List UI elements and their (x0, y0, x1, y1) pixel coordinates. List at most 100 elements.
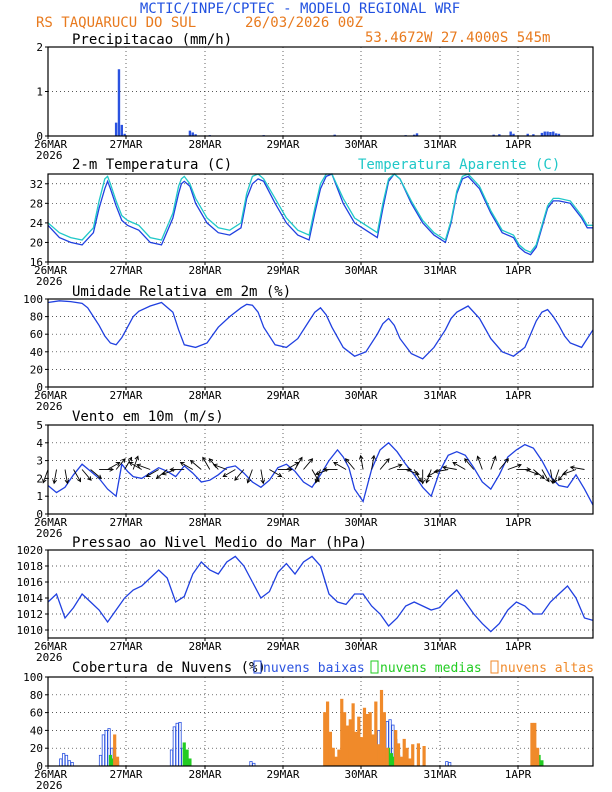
cloud-low-bar (67, 760, 71, 767)
precip-xtick-label: 27MAR (109, 138, 142, 151)
rh-xtick-label: 27MAR (109, 389, 142, 402)
wind-arrow (549, 469, 554, 484)
cloud-high-bar (411, 744, 415, 767)
wind-xtick-label: 26MAR (34, 516, 67, 529)
wind-arrow-head (169, 467, 175, 472)
clouds-title: Cobertura de Nuvens (%) (72, 660, 266, 676)
clouds-xtick-label: 31MAR (423, 768, 456, 781)
rh-series-line (47, 300, 594, 360)
wind-arrow-head (426, 472, 432, 477)
pressure-xtick-label: 28MAR (188, 640, 221, 653)
rh-xtick-label: 26MAR (34, 389, 67, 402)
clouds-xtick-label: 1APR (505, 768, 532, 781)
cloud-high-bar (416, 743, 421, 767)
cloud-high-bar (365, 713, 369, 767)
temp-xtick-label: 30MAR (344, 264, 377, 277)
wind-arrow (553, 469, 560, 483)
pressure-title: Pressao ao Nivel Medio do Mar (hPa) (72, 535, 367, 551)
legend-high-label: nuvens altas (500, 661, 594, 676)
cloud-high-bar (530, 722, 534, 767)
wind-arrow-head (179, 462, 185, 467)
rh-frame (47, 298, 594, 388)
cloud-high-bar (533, 722, 537, 767)
wind-arrow-head (234, 476, 239, 481)
wind-arrow (371, 455, 375, 470)
wind-ytick-label: 1 (36, 490, 43, 503)
temp-title: 2-m Temperatura (C) (72, 157, 232, 173)
cloud-high-bar (385, 747, 389, 767)
clouds-xtick-label: 29MAR (266, 768, 299, 781)
cloud-high-bar (113, 734, 117, 767)
legend-low-box (253, 660, 262, 674)
wind-arrow (222, 469, 236, 477)
precip-bar (188, 130, 192, 136)
cloud-high-bar (345, 725, 350, 767)
cloud-high-bar (325, 701, 330, 767)
clouds-xtick-label: 27MAR (109, 768, 142, 781)
clouds-year-label: 2026 (36, 779, 63, 792)
wind-arrow-head (358, 454, 364, 460)
wind-arrow-head (492, 455, 497, 461)
rh-title: Umidade Relativa em 2m (%) (72, 284, 291, 300)
precip-xtick-label: 26MAR (34, 138, 67, 151)
clouds-ytick-label: 0 (36, 760, 43, 773)
wind-series-line (47, 441, 594, 506)
wind-arrow-head (64, 479, 70, 485)
wind-arrow (202, 457, 211, 470)
wind-arrow-head (155, 474, 161, 480)
precip-bar (194, 134, 197, 136)
wind-arrow (311, 469, 320, 482)
wind-arrow (64, 469, 68, 484)
pressure-series-line (47, 555, 594, 633)
wind-arrow-head (145, 472, 151, 477)
cloud-high-bar (374, 701, 378, 767)
wind-arrow-head (161, 471, 167, 476)
pressure-ytick-label: 1018 (17, 560, 44, 573)
cloud-high-bar (362, 707, 367, 767)
wind-xtick-label: 1APR (505, 516, 532, 529)
wind-arrow-head (121, 458, 126, 463)
precip-bar (549, 131, 552, 136)
wind-arrow-head (452, 462, 458, 467)
wind-arrow-head (540, 474, 545, 480)
wind-arrow-head (208, 458, 214, 463)
pressure-xtick-label: 27MAR (109, 640, 142, 653)
header-run: 26/03/2026 00Z (245, 15, 363, 31)
pressure-xtick-label: 1APR (505, 640, 532, 653)
clouds-ytick-label: 60 (30, 707, 43, 720)
wind-arrow-head (442, 465, 447, 470)
wind-xtick-label: 31MAR (423, 516, 456, 529)
temp-series-line (47, 173, 593, 253)
wind-arrow (490, 456, 497, 470)
wind-arrow-head (260, 479, 266, 485)
wind-arrow (42, 469, 49, 483)
temp-ytick-label: 20 (30, 236, 43, 249)
precip-bar (552, 131, 555, 136)
wind-arrow (434, 469, 449, 473)
wind-arrow-head (308, 458, 314, 463)
wind-ytick-label: 4 (36, 437, 43, 450)
wind-arrow (124, 457, 133, 470)
clouds-xtick-label: 28MAR (188, 768, 221, 781)
cloud-low-bar (169, 749, 174, 767)
wind-arrow (269, 469, 282, 477)
precip-title: Precipitacao (mm/h) (72, 32, 232, 48)
precip-bar (554, 133, 558, 136)
precip-bar (492, 134, 495, 136)
precip-bar (412, 134, 416, 136)
precip-ytick-label: 1 (36, 86, 43, 99)
precip-ytick-label: 2 (36, 41, 43, 54)
wind-arrow (303, 458, 313, 470)
wind-arrow (132, 456, 139, 470)
clouds-ytick-label: 100 (23, 671, 43, 684)
cloud-high-bar (399, 756, 403, 767)
legend-mid-box (370, 660, 379, 674)
wind-arrow (286, 462, 299, 470)
wind-arrow-head (569, 465, 575, 470)
temp-ytick-label: 28 (30, 197, 43, 210)
temp-xtick-label: 29MAR (266, 264, 299, 277)
wind-arrow (477, 456, 483, 470)
wind-arrow (464, 458, 475, 470)
wind-arrow-head (189, 459, 195, 465)
